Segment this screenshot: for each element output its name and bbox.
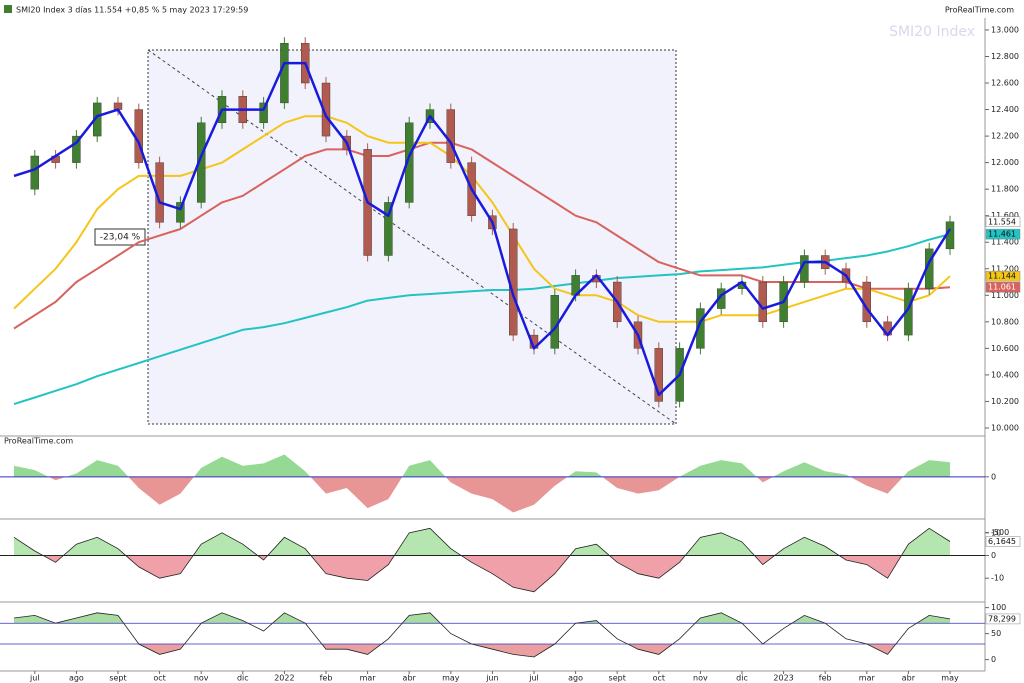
x-tick-label: mar <box>360 674 377 683</box>
y-tick-label: 0 <box>991 655 996 664</box>
y-tick-label: 0 <box>991 472 996 481</box>
x-tick-label: sept <box>109 674 126 683</box>
candle <box>280 43 289 104</box>
header-text: SMI20 Index 3 días 11.554 +0,85 % 5 may … <box>16 6 248 15</box>
candle <box>696 308 705 349</box>
candle <box>30 155 39 190</box>
y-tick-label: 13.000 <box>991 25 1019 34</box>
x-tick-label: feb <box>819 674 832 683</box>
y-tick-label: 12.000 <box>991 158 1019 167</box>
candle <box>654 348 663 402</box>
y-tick-label: 12.400 <box>991 105 1019 114</box>
y-tick-label: 10.600 <box>991 344 1019 353</box>
last-value-box <box>985 536 1021 547</box>
last-value-label: 11.461 <box>988 230 1016 239</box>
y-tick-label: -500 <box>991 528 1009 537</box>
watermark: SMI20 Index <box>889 24 975 40</box>
annotation-box <box>94 228 146 246</box>
area-high <box>14 612 950 624</box>
y-tick-label: 0 <box>991 551 996 560</box>
candle <box>72 135 81 163</box>
y-tick-label: 10.800 <box>991 317 1019 326</box>
last-value-box <box>985 216 1021 228</box>
last-value-box <box>985 613 1021 625</box>
y-tick-label: 100 <box>991 603 1006 612</box>
last-value-box <box>985 228 1021 240</box>
x-tick-label: nov <box>693 674 708 683</box>
last-value-label: 6,1645 <box>988 537 1016 546</box>
x-tick-label: 2022 <box>274 674 294 683</box>
x-tick-label: dic <box>237 674 249 683</box>
last-value-label: 11.554 <box>988 217 1016 226</box>
annotation: -23,04 % <box>100 233 141 243</box>
last-value-label: 78,299 <box>988 614 1016 623</box>
osc-line <box>13 527 951 593</box>
x-tick-label: jun <box>485 674 498 683</box>
candle <box>758 281 767 323</box>
x-tick-label: ago <box>568 674 583 683</box>
last-value-box <box>985 281 1021 293</box>
source: ProRealTime.com <box>4 437 73 446</box>
y-tick-label: 11.000 <box>991 291 1019 300</box>
y-tick-label: 11.600 <box>991 211 1019 220</box>
y-tick-label: 10.000 <box>991 423 1019 432</box>
x-tick-label: may <box>941 674 959 683</box>
y-tick-label: 10.200 <box>991 397 1019 406</box>
x-tick-label: may <box>442 674 460 683</box>
last-value-label: 11.061 <box>988 283 1016 292</box>
ma-line <box>13 115 951 323</box>
candle <box>384 202 393 256</box>
ma-line <box>13 233 951 406</box>
brand: ProRealTime.com <box>945 6 1014 15</box>
y-tick-label: 12.600 <box>991 79 1019 88</box>
x-tick-label: dic <box>736 674 748 683</box>
measure-box <box>147 49 677 425</box>
x-tick-label: abr <box>902 674 916 683</box>
y-tick-label: 50 <box>991 629 1001 638</box>
y-tick-label: 12.200 <box>991 132 1019 141</box>
y-tick-label: -10 <box>991 574 1004 583</box>
y-tick-label: 10.400 <box>991 370 1019 379</box>
candle <box>196 122 206 203</box>
area-positive <box>14 454 950 477</box>
area-negative <box>14 555 950 592</box>
x-tick-label: 2023 <box>773 674 793 683</box>
x-tick-label: abr <box>403 674 417 683</box>
candle <box>176 202 185 223</box>
y-tick-label: 10 <box>991 528 1001 537</box>
x-tick-label: nov <box>194 674 209 683</box>
x-tick-label: oct <box>153 674 165 683</box>
x-tick-label: mar <box>859 674 876 683</box>
osc-line <box>13 612 951 658</box>
candle <box>405 122 414 203</box>
x-tick-label: ago <box>69 674 84 683</box>
header-icon <box>4 5 12 13</box>
candle <box>446 109 455 163</box>
x-tick-label: oct <box>653 674 665 683</box>
y-tick-label: 11.400 <box>991 238 1019 247</box>
x-tick-label: sept <box>609 674 626 683</box>
x-tick-label: jul <box>528 674 539 683</box>
last-value-label: 11.144 <box>988 272 1016 281</box>
x-tick-label: feb <box>320 674 333 683</box>
candle <box>259 102 268 124</box>
y-tick-label: 11.200 <box>991 264 1019 273</box>
area-positive <box>14 528 950 556</box>
last-value-box <box>985 270 1021 282</box>
candle <box>321 82 331 137</box>
y-tick-label: 12.800 <box>991 52 1019 61</box>
ma-line <box>13 61 952 397</box>
y-tick-label: 11.800 <box>991 185 1019 194</box>
x-tick-label: jul <box>29 674 40 683</box>
area-negative <box>48 476 904 513</box>
